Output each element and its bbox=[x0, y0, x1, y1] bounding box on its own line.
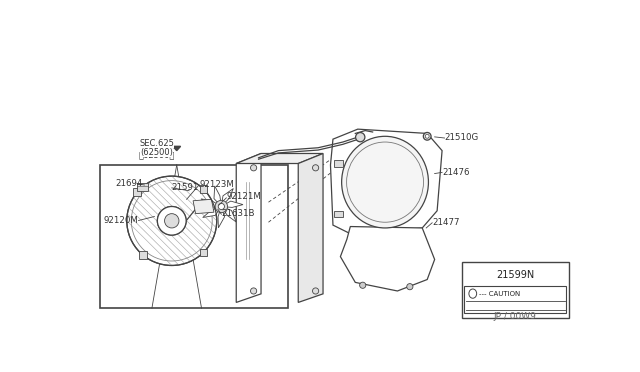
Polygon shape bbox=[330, 129, 442, 234]
Text: 21694: 21694 bbox=[116, 179, 143, 188]
Circle shape bbox=[312, 288, 319, 294]
Circle shape bbox=[164, 214, 179, 228]
Bar bbox=[200, 185, 207, 193]
Circle shape bbox=[425, 134, 429, 138]
Ellipse shape bbox=[469, 289, 477, 298]
Bar bbox=[134, 188, 141, 196]
Circle shape bbox=[215, 200, 228, 213]
Bar bbox=[334, 211, 343, 217]
Text: (62500): (62500) bbox=[140, 148, 173, 157]
Bar bbox=[100, 165, 289, 308]
Polygon shape bbox=[214, 186, 221, 206]
Bar bbox=[139, 251, 147, 259]
Text: 21631B: 21631B bbox=[221, 209, 255, 218]
Polygon shape bbox=[218, 206, 225, 228]
Circle shape bbox=[157, 206, 186, 235]
Polygon shape bbox=[221, 206, 236, 222]
Text: 92123M: 92123M bbox=[199, 180, 234, 189]
Bar bbox=[462, 262, 568, 318]
Bar bbox=[138, 183, 148, 191]
Ellipse shape bbox=[342, 136, 428, 228]
Polygon shape bbox=[193, 199, 214, 214]
Circle shape bbox=[312, 165, 319, 171]
Polygon shape bbox=[298, 154, 323, 302]
Polygon shape bbox=[340, 227, 435, 291]
Circle shape bbox=[407, 283, 413, 290]
Text: 21599N: 21599N bbox=[496, 270, 534, 280]
Polygon shape bbox=[236, 154, 323, 164]
Text: 21476: 21476 bbox=[442, 168, 470, 177]
Text: SEC.625: SEC.625 bbox=[140, 139, 174, 148]
Circle shape bbox=[250, 288, 257, 294]
Polygon shape bbox=[173, 146, 180, 151]
Text: 21510G: 21510G bbox=[445, 133, 479, 142]
Text: 92121M: 92121M bbox=[227, 192, 261, 201]
Text: --- CAUTION: --- CAUTION bbox=[479, 291, 520, 296]
Text: ぢ62500ま: ぢ62500ま bbox=[139, 150, 175, 160]
Circle shape bbox=[356, 132, 365, 142]
Polygon shape bbox=[201, 199, 221, 207]
Polygon shape bbox=[203, 206, 221, 218]
Circle shape bbox=[423, 132, 431, 140]
Circle shape bbox=[250, 165, 257, 171]
Text: 92120M: 92120M bbox=[104, 216, 139, 225]
Text: 21591: 21591 bbox=[172, 183, 199, 192]
Polygon shape bbox=[221, 189, 234, 206]
Circle shape bbox=[218, 203, 225, 209]
Polygon shape bbox=[236, 154, 261, 302]
Circle shape bbox=[127, 176, 217, 266]
Bar bbox=[334, 160, 343, 167]
Circle shape bbox=[360, 282, 366, 288]
Bar bbox=[200, 248, 207, 256]
Polygon shape bbox=[221, 201, 243, 208]
Bar bbox=[464, 286, 566, 312]
Circle shape bbox=[157, 206, 186, 235]
Text: (62500): (62500) bbox=[140, 148, 173, 157]
Text: SEC.625: SEC.625 bbox=[140, 143, 174, 152]
Text: 21477: 21477 bbox=[432, 218, 460, 227]
Text: JP / 00W9: JP / 00W9 bbox=[493, 312, 536, 321]
